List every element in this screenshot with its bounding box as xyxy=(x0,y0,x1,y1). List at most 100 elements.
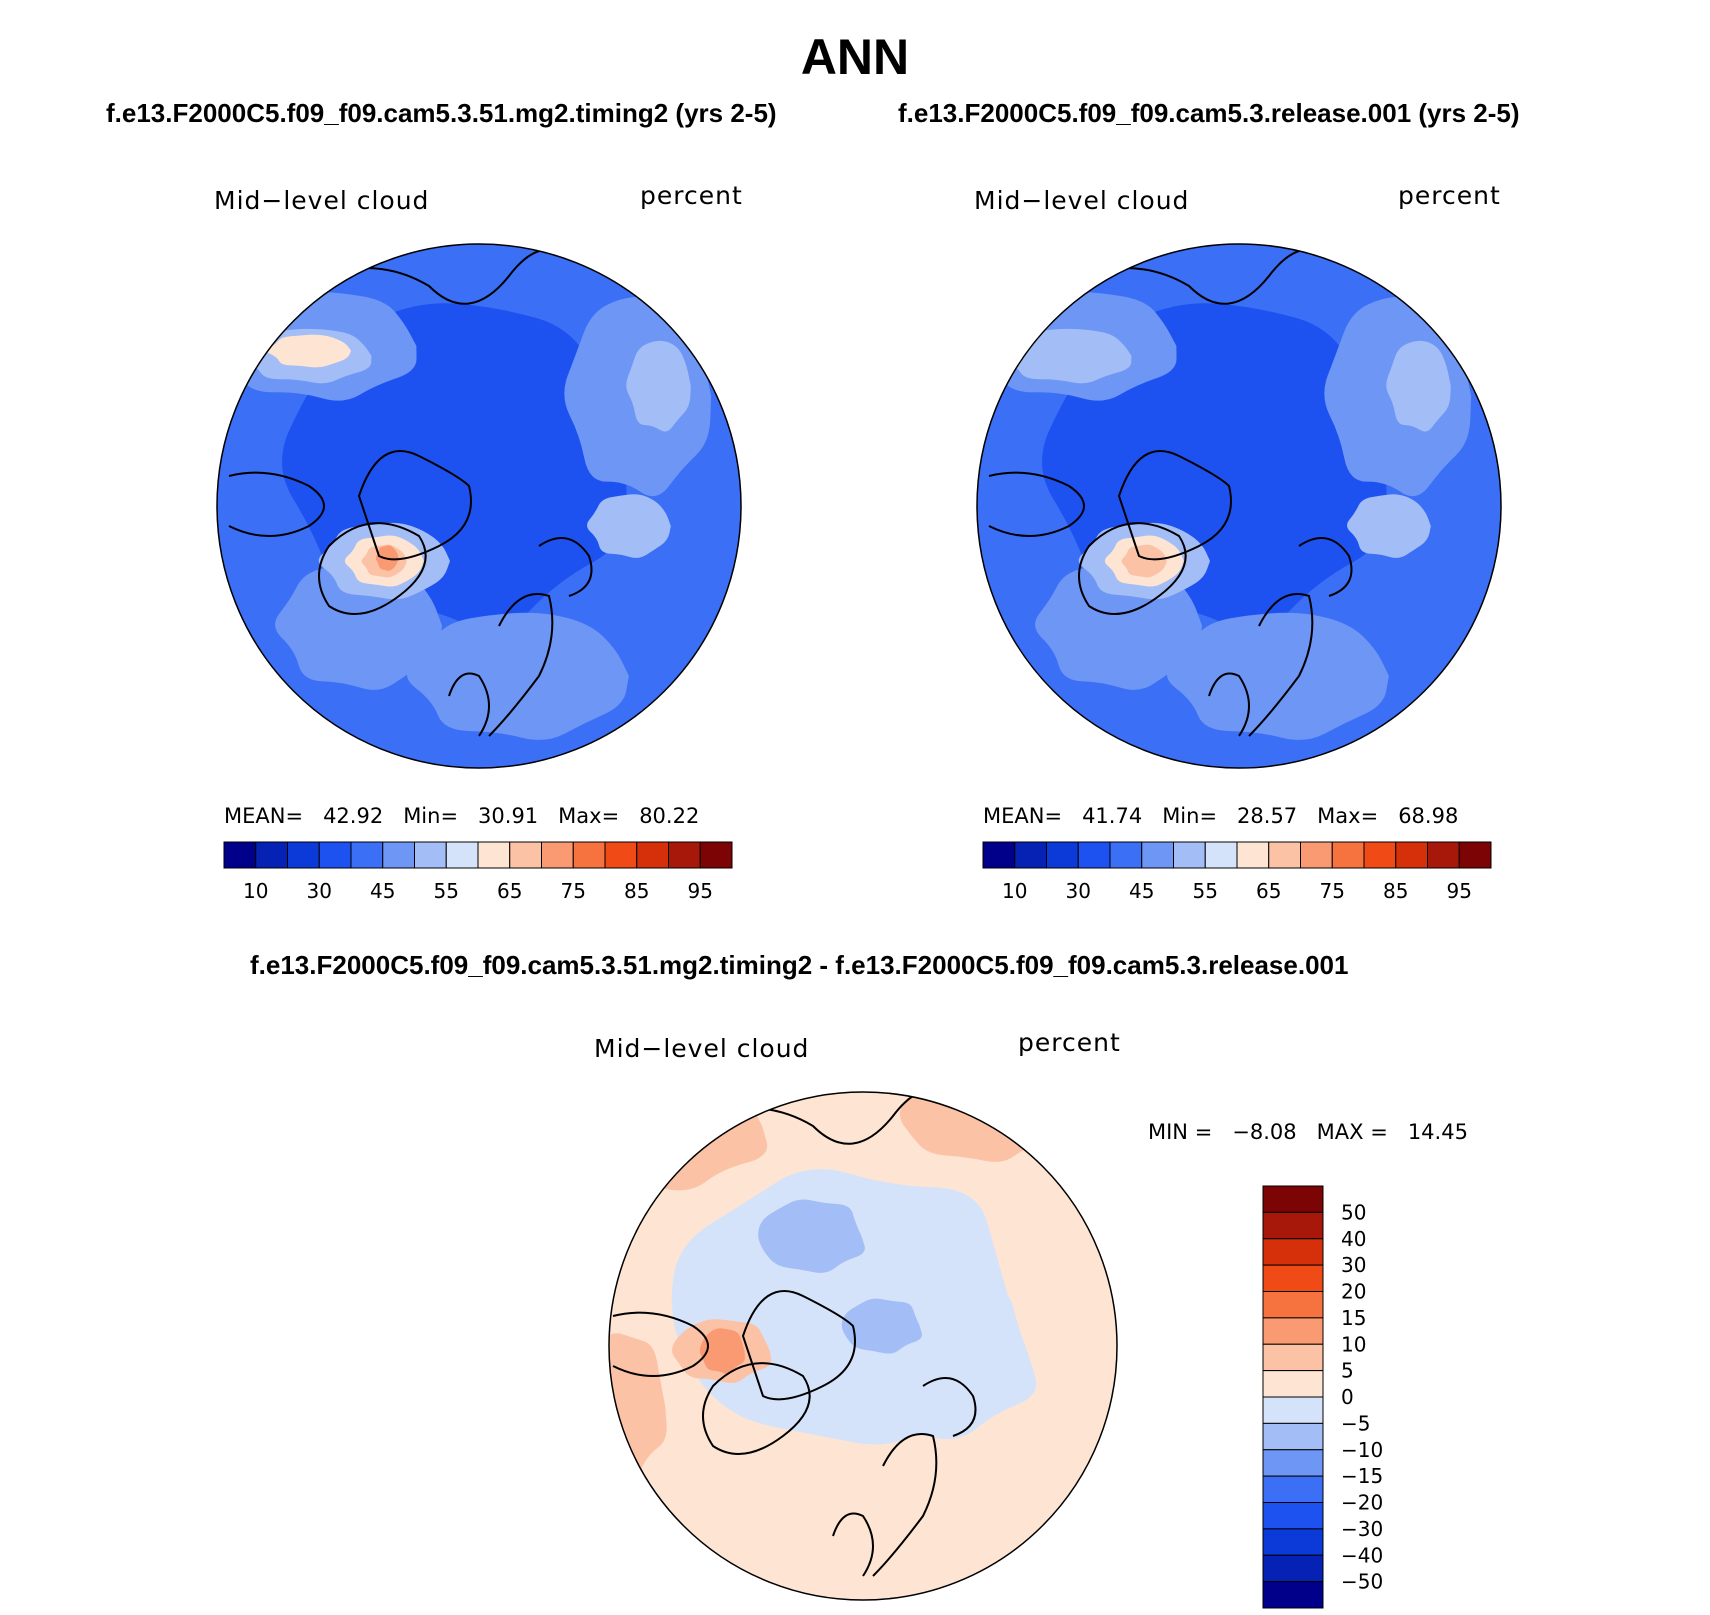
diff-variable-label: Mid−level cloud xyxy=(594,1034,810,1063)
diff-colorbar-segment xyxy=(1262,1264,1324,1292)
coastline xyxy=(1078,522,1187,615)
panel1-variable-label: Mid−level cloud xyxy=(214,186,430,215)
coastline xyxy=(318,248,570,305)
panel1-colorbar-segment xyxy=(541,841,574,869)
panel1-colorbar-segment xyxy=(509,841,542,869)
diff-colorbar-tick-label: 50 xyxy=(1341,1200,1366,1224)
map-field-region xyxy=(1347,494,1431,558)
diff-colorbar-segment xyxy=(1262,1528,1324,1556)
diff-min-label: MIN = xyxy=(1148,1120,1213,1144)
panel1-map xyxy=(217,244,741,768)
diff-colorbar-tick-label: −20 xyxy=(1341,1491,1383,1515)
diff-colorbar-tick-label: −30 xyxy=(1341,1517,1383,1541)
panel1-stats: MEAN= 42.92 Min= 30.91 Max= 80.22 xyxy=(224,804,719,828)
panel2-colorbar-tick-label: 75 xyxy=(1320,879,1345,903)
coastline xyxy=(612,1311,709,1377)
panel2-max-label: Max= xyxy=(1317,804,1379,828)
diff-colorbar-tick-label: 30 xyxy=(1341,1253,1366,1277)
coastline xyxy=(448,672,490,737)
map-field-region xyxy=(758,1199,865,1273)
diff-colorbar-tick-label: −15 xyxy=(1341,1464,1383,1488)
diff-colorbar-tick-label: 0 xyxy=(1341,1385,1354,1409)
panel2-colorbar-segment xyxy=(1204,841,1238,869)
panel1-units-label: percent xyxy=(640,181,743,210)
panel1-colorbar-segment xyxy=(223,841,257,869)
panel2-variable-label: Mid−level cloud xyxy=(974,186,1190,215)
diff-colorbar-tick-label: −50 xyxy=(1341,1570,1383,1594)
diff-stats: MIN = −8.08 MAX = 14.45 xyxy=(1148,1120,1488,1144)
coastline xyxy=(872,1433,938,1577)
panel2-colorbar-segment xyxy=(1046,841,1079,869)
map-field-region xyxy=(626,340,691,432)
panel2-colorbar-segment xyxy=(1014,841,1047,869)
coastline xyxy=(1078,248,1330,305)
panel2-colorbar-segment xyxy=(1173,841,1206,869)
panel1-colorbar-tick-label: 95 xyxy=(688,879,713,903)
diff-colorbar-segment xyxy=(1262,1317,1324,1345)
panel1-colorbar-tick-label: 75 xyxy=(561,879,586,903)
diff-map xyxy=(609,1092,1117,1600)
map-field-region xyxy=(1386,340,1451,432)
diff-colorbar-segment xyxy=(1262,1581,1324,1609)
coastline xyxy=(538,537,593,597)
diff-colorbar-tick-label: 40 xyxy=(1341,1227,1366,1251)
map-field-region xyxy=(699,1328,745,1374)
panel1-colorbar-segment xyxy=(414,841,447,869)
diff-colorbar-segment xyxy=(1262,1475,1324,1503)
map-field-region xyxy=(841,1298,922,1354)
panel2-colorbar-tick-label: 85 xyxy=(1383,879,1408,903)
panel1-colorbar-segment xyxy=(350,841,384,869)
panel2-colorbar-segment xyxy=(1268,841,1301,869)
diff-colorbar-segment xyxy=(1262,1449,1324,1477)
diff-colorbar-segment xyxy=(1262,1370,1324,1398)
panel2-mean-label: MEAN= xyxy=(983,804,1063,828)
panel2-colorbar-segment xyxy=(1427,841,1460,869)
diff-colorbar-segment xyxy=(1262,1185,1324,1213)
map-field-region xyxy=(609,1333,667,1480)
diff-max-label: MAX = xyxy=(1316,1120,1388,1144)
map-field-region xyxy=(1121,544,1167,578)
coastline xyxy=(357,450,472,561)
diff-min-value: −8.08 xyxy=(1232,1120,1297,1144)
panel2-units-label: percent xyxy=(1398,181,1501,210)
panel2-min-label: Min= xyxy=(1162,804,1218,828)
map-boundary-circle xyxy=(608,1091,1118,1601)
figure-title: ANN xyxy=(800,29,910,85)
panel2-colorbar-tick-label: 45 xyxy=(1129,879,1154,903)
diff-colorbar-tick-label: −5 xyxy=(1341,1411,1370,1435)
diff-units-label: percent xyxy=(1018,1028,1121,1057)
panel1-colorbar-tick-label: 45 xyxy=(370,879,395,903)
panel2-min-value: 28.57 xyxy=(1237,804,1298,828)
coastline xyxy=(228,471,325,537)
panel2-colorbar-tick-label: 10 xyxy=(1002,879,1027,903)
map-field-region xyxy=(1167,612,1389,740)
panel1-colorbar-tick-label: 10 xyxy=(243,879,268,903)
panel2-colorbar-segment xyxy=(1109,841,1143,869)
panel1-colorbar-tick-label: 55 xyxy=(434,879,459,903)
panel2-colorbar-segment xyxy=(1141,841,1174,869)
panel1-min-label: Min= xyxy=(403,804,459,828)
diff-case-title: f.e13.F2000C5.f09_f09.cam5.3.51.mg2.timi… xyxy=(250,950,1349,980)
panel1-colorbar-tick-label: 85 xyxy=(624,879,649,903)
map-field-region xyxy=(407,612,629,740)
coastline xyxy=(988,471,1085,537)
diff-colorbar-segment xyxy=(1262,1343,1324,1372)
coastline xyxy=(1248,593,1314,737)
panel2-max-value: 68.98 xyxy=(1398,804,1459,828)
panel1-colorbar-tick-label: 65 xyxy=(497,879,522,903)
panel2-colorbar-segment xyxy=(1458,841,1492,869)
diff-colorbar-segment xyxy=(1262,1238,1324,1266)
panel1-colorbar-segment xyxy=(287,841,320,869)
panel1-max-value: 80.22 xyxy=(639,804,700,828)
panel1-colorbar-segment xyxy=(572,841,606,869)
panel1-colorbar-segment xyxy=(318,841,352,869)
diff-colorbar-tick-label: 5 xyxy=(1341,1359,1354,1383)
diff-colorbar-tick-label: −40 xyxy=(1341,1543,1383,1567)
panel2-map xyxy=(977,244,1501,768)
panel2-colorbar-tick-label: 30 xyxy=(1066,879,1091,903)
diff-colorbar-tick-label: 10 xyxy=(1341,1332,1366,1356)
panel2-mean-value: 41.74 xyxy=(1082,804,1143,828)
panel1-colorbar-segment xyxy=(636,841,669,869)
diff-colorbar-segment xyxy=(1262,1554,1324,1583)
panel1-colorbar-tick-label: 30 xyxy=(307,879,332,903)
